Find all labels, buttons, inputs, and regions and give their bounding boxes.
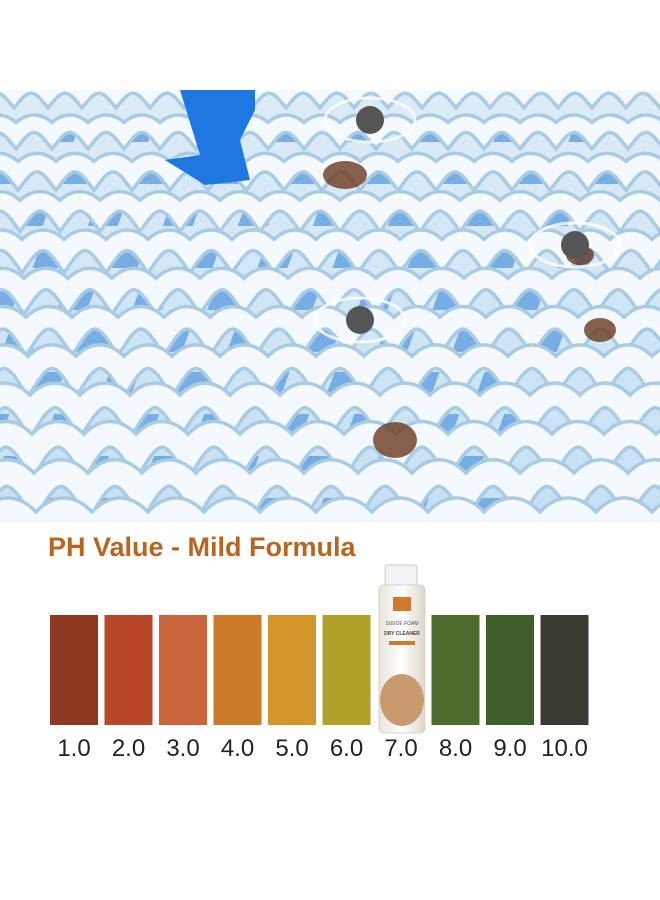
ph-swatch xyxy=(322,615,371,725)
fiber xyxy=(0,90,660,106)
ph-swatch xyxy=(104,615,153,725)
dirt xyxy=(373,422,417,458)
ph-label: 5.0 xyxy=(275,735,308,762)
virus xyxy=(346,306,374,334)
virus-halo xyxy=(313,296,407,344)
ph-label: 1.0 xyxy=(57,735,90,762)
ph-label: 2.0 xyxy=(112,735,145,762)
virus xyxy=(561,231,589,259)
fiber xyxy=(0,385,660,435)
bottle-photo xyxy=(380,674,424,726)
ph-label: 3.0 xyxy=(166,735,199,762)
product-bottle: SUEDE FOAM DRY CLEANER xyxy=(378,564,426,734)
dirt xyxy=(584,318,616,342)
ph-swatch xyxy=(213,615,262,725)
virus-halo xyxy=(528,221,622,269)
ph-swatch xyxy=(50,615,98,725)
ph-label: 4.0 xyxy=(221,735,254,762)
bottle-badge xyxy=(393,597,411,611)
virus-halo xyxy=(323,96,417,144)
ph-label: 8.0 xyxy=(439,735,472,762)
title: PH Value - Mild Formula xyxy=(48,532,357,562)
fiber xyxy=(0,461,660,517)
fiber xyxy=(0,499,660,522)
ph-swatch xyxy=(159,615,207,725)
fiber xyxy=(0,270,660,311)
fiber xyxy=(0,346,660,394)
bottle-text: DRY CLEANER xyxy=(384,631,420,637)
ph-swatch xyxy=(431,615,480,725)
ph-swatch xyxy=(540,615,589,725)
ph-label: 7.0 xyxy=(384,735,417,762)
arrow xyxy=(165,90,255,185)
ph-label: 10.0 xyxy=(541,735,588,762)
fiber xyxy=(0,423,660,476)
fiber xyxy=(0,231,660,270)
ph-label: 9.0 xyxy=(493,735,526,762)
ph-swatch xyxy=(486,615,534,725)
dirt xyxy=(323,161,367,189)
virus xyxy=(356,106,384,134)
bottle-text: SUEDE FOAM xyxy=(385,621,418,627)
ph-label: 6.0 xyxy=(330,735,363,762)
bottle-cap xyxy=(384,564,418,588)
bottle-stripe xyxy=(389,641,415,645)
ph-swatch xyxy=(268,615,316,725)
fiber xyxy=(0,193,660,229)
